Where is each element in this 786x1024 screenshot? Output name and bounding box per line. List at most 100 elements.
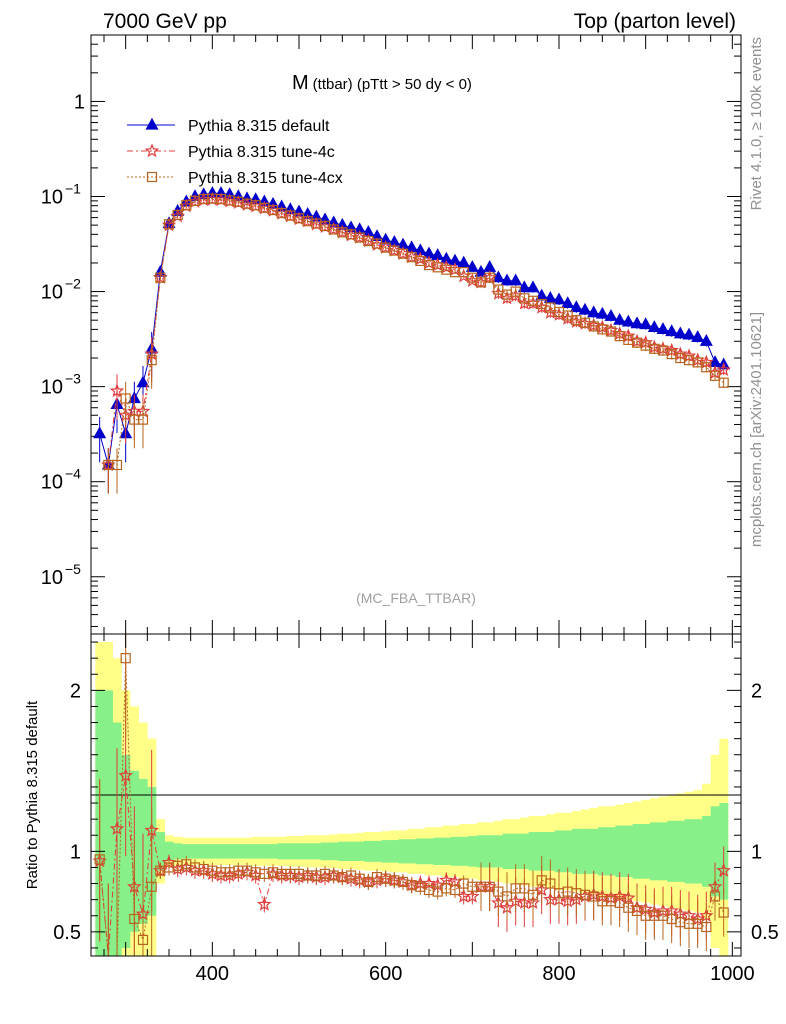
y-tick-label: 10	[41, 472, 63, 494]
ratio-point	[120, 653, 131, 664]
main-panel-ticks: 110−110−210−310−410−5	[41, 34, 741, 634]
plot-title-main-text: M	[292, 72, 309, 94]
ratio-point	[465, 888, 480, 903]
data-point	[335, 217, 349, 230]
data-point	[136, 375, 150, 388]
band-green	[346, 841, 356, 862]
band-green	[164, 841, 174, 862]
ratio-y-axis-label: Ratio to Pythia 8.315 default	[24, 700, 41, 889]
band-green	[528, 832, 538, 871]
band-green	[650, 822, 659, 881]
band-green	[502, 833, 512, 870]
data-point	[630, 316, 644, 329]
legend: Pythia 8.315 default Pythia 8.315 tune-4c…	[127, 117, 343, 187]
band-green	[390, 840, 399, 863]
band-green	[563, 830, 573, 873]
band-green	[424, 838, 434, 865]
band-green	[355, 841, 365, 862]
ratio-series	[92, 634, 731, 957]
side-label-rivet: Rivet 4.1.0, ≥ 100k events	[748, 37, 765, 210]
band-green	[190, 844, 200, 859]
ratio-panel-frame	[90, 633, 742, 957]
band-green	[251, 844, 261, 859]
ratio-point	[718, 907, 729, 918]
x-tick-label: 1000	[710, 963, 755, 985]
data-point	[465, 260, 479, 272]
data-point	[699, 334, 713, 346]
band-green	[381, 840, 391, 863]
data-point	[701, 362, 712, 373]
band-green	[182, 844, 191, 859]
band-green	[693, 819, 703, 884]
data-point	[543, 291, 557, 303]
band-green	[216, 844, 226, 859]
plot-title-sub-text: (ttbar) (pTtt > 50 dy < 0)	[313, 76, 472, 93]
data-point	[613, 312, 627, 325]
data-point	[344, 220, 358, 233]
band-green	[242, 844, 252, 859]
band-green	[641, 823, 651, 879]
ratio-point	[519, 883, 530, 894]
y-tick-label: 10	[41, 377, 63, 399]
ratio-y-tick-label: 2	[70, 680, 81, 702]
ratio-point	[501, 891, 513, 902]
band-green	[312, 843, 321, 860]
band-green	[407, 839, 417, 864]
ratio-point	[94, 854, 105, 865]
band-green	[702, 815, 711, 887]
main-panel: 110−110−210−310−410−5 M (ttbar) (pTtt > 5…	[41, 34, 742, 635]
band-green	[156, 832, 165, 871]
data-point	[93, 426, 107, 439]
data-point	[621, 314, 635, 327]
band-green	[286, 843, 295, 860]
data-point	[665, 324, 679, 337]
data-point	[526, 280, 540, 293]
data-point	[578, 302, 592, 315]
watermark: (MC_FBA_TTBAR)	[356, 590, 476, 606]
legend-marker	[146, 171, 158, 183]
band-green	[208, 844, 217, 859]
data-point	[691, 330, 705, 342]
band-green	[364, 840, 373, 862]
series-line	[108, 198, 725, 466]
y-tick-exponent: −1	[65, 181, 81, 197]
band-green	[416, 838, 425, 865]
data-point	[439, 251, 453, 264]
y-tick-label: 10	[41, 567, 63, 589]
data-point	[327, 215, 341, 228]
ratio-point	[118, 768, 133, 782]
band-green	[433, 837, 443, 866]
band-green	[442, 837, 451, 866]
series-line	[99, 192, 724, 466]
ratio-y-tick-label-right: 0.5	[751, 922, 779, 944]
ratio-point	[701, 921, 712, 933]
ratio-series-square	[94, 634, 729, 957]
y-tick-exponent: −4	[65, 466, 81, 482]
band-green	[372, 840, 382, 862]
data-point	[510, 286, 521, 297]
data-point	[595, 306, 609, 319]
data-point	[604, 309, 618, 321]
plot-title-main: M (ttbar) (pTtt > 50 dy < 0)	[292, 72, 472, 94]
ratio-point	[527, 889, 539, 900]
band-green	[572, 828, 581, 874]
data-point	[716, 362, 731, 377]
data-point	[509, 273, 523, 286]
band-green	[104, 690, 113, 956]
ratio-y-tick-label-right: 1	[751, 841, 762, 863]
band-green	[476, 835, 486, 868]
x-tick-label: 600	[369, 963, 402, 985]
series-star	[101, 191, 731, 494]
band-green	[684, 819, 694, 884]
band-green	[260, 844, 269, 859]
band-green	[546, 832, 555, 871]
y-tick-exponent: −2	[65, 276, 81, 292]
band-green	[710, 806, 720, 897]
band-green	[598, 827, 607, 876]
ratio-point	[129, 913, 140, 925]
data-point	[587, 305, 601, 318]
band-green	[199, 844, 209, 859]
band-green	[320, 842, 330, 861]
band-green	[658, 822, 668, 881]
